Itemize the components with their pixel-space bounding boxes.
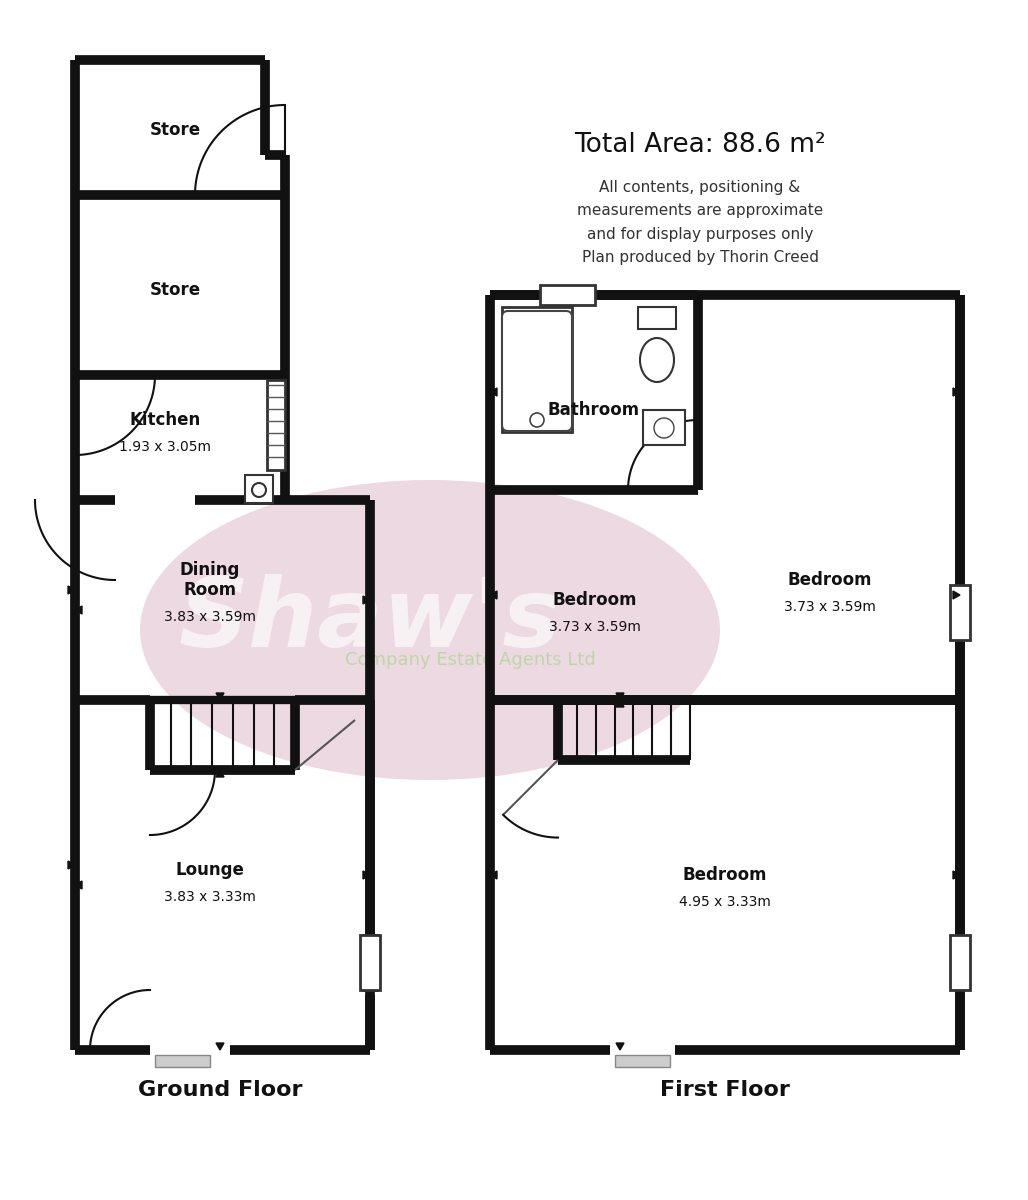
Text: 3.83 x 3.59m: 3.83 x 3.59m <box>164 610 256 624</box>
Bar <box>540 284 595 305</box>
Polygon shape <box>953 871 960 878</box>
Polygon shape <box>68 862 75 869</box>
Ellipse shape <box>640 338 674 382</box>
FancyBboxPatch shape <box>502 311 572 431</box>
Polygon shape <box>216 770 224 778</box>
Circle shape <box>252 482 266 497</box>
Polygon shape <box>216 692 224 700</box>
Polygon shape <box>953 388 960 396</box>
Text: 3.73 x 3.59m: 3.73 x 3.59m <box>549 620 640 634</box>
Polygon shape <box>616 700 624 707</box>
Polygon shape <box>75 606 82 614</box>
Bar <box>245 475 273 503</box>
Bar <box>360 935 380 990</box>
Polygon shape <box>953 590 960 599</box>
Text: Dining
Room: Dining Room <box>180 560 241 599</box>
Ellipse shape <box>140 480 720 780</box>
Bar <box>950 935 970 990</box>
Polygon shape <box>216 1043 224 1050</box>
Text: Store: Store <box>149 281 200 299</box>
Text: 4.95 x 3.33m: 4.95 x 3.33m <box>680 895 771 910</box>
Polygon shape <box>490 590 497 599</box>
Text: All contents, positioning &
measurements are approximate
and for display purpose: All contents, positioning & measurements… <box>577 180 823 265</box>
Polygon shape <box>363 596 370 604</box>
Polygon shape <box>490 871 497 878</box>
Polygon shape <box>490 388 497 396</box>
Bar <box>642 410 685 445</box>
Polygon shape <box>68 586 75 594</box>
Text: Total Area: 88.6 m²: Total Area: 88.6 m² <box>575 132 825 158</box>
Bar <box>155 1055 210 1067</box>
Text: Ground Floor: Ground Floor <box>138 1080 302 1100</box>
Text: Bathroom: Bathroom <box>548 401 640 419</box>
Text: 3.73 x 3.59m: 3.73 x 3.59m <box>784 600 876 614</box>
Text: Company Estate Agents Ltd: Company Estate Agents Ltd <box>344 650 595 670</box>
Bar <box>638 307 676 329</box>
Bar <box>267 380 285 470</box>
Polygon shape <box>363 871 370 878</box>
Text: Kitchen: Kitchen <box>130 410 200 428</box>
Text: Lounge: Lounge <box>176 862 245 878</box>
Bar <box>502 307 572 432</box>
Polygon shape <box>75 881 82 889</box>
Text: Bedroom: Bedroom <box>683 866 767 884</box>
Text: 3.83 x 3.33m: 3.83 x 3.33m <box>164 890 256 904</box>
Polygon shape <box>616 1043 624 1050</box>
Text: Bedroom: Bedroom <box>553 590 637 608</box>
Polygon shape <box>616 692 624 700</box>
Text: First Floor: First Floor <box>660 1080 790 1100</box>
Circle shape <box>654 418 674 438</box>
Text: 1.93 x 3.05m: 1.93 x 3.05m <box>119 440 211 454</box>
Text: Bedroom: Bedroom <box>787 571 872 589</box>
Text: Store: Store <box>149 121 200 139</box>
Text: Shaw's: Shaw's <box>179 574 561 666</box>
Circle shape <box>530 413 544 427</box>
Bar <box>950 584 970 640</box>
Bar <box>615 1055 670 1067</box>
